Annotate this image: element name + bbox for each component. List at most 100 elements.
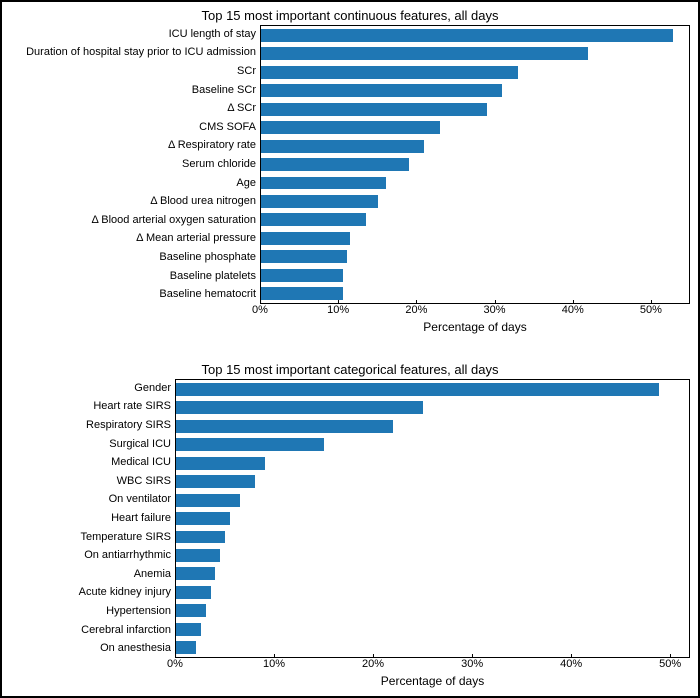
bar-slot (261, 44, 689, 62)
plot-row: GenderHeart rate SIRSRespiratory SIRSSur… (10, 379, 690, 658)
x-tick-label: 50% (640, 304, 662, 316)
x-tick: 30% (484, 304, 506, 316)
bar-slot (176, 509, 689, 527)
tick-mark (274, 654, 275, 658)
figure-container: Top 15 most important continuous feature… (0, 0, 700, 698)
x-tick: 0% (167, 658, 183, 670)
y-axis-labels: GenderHeart rate SIRSRespiratory SIRSSur… (10, 379, 175, 658)
tick-mark (495, 300, 496, 304)
x-tick-label: 0% (167, 658, 183, 670)
y-tick-label: Δ Mean arterial pressure (136, 233, 256, 244)
y-tick-label: Gender (134, 383, 171, 394)
y-tick-label: Age (236, 178, 256, 189)
bar (261, 158, 409, 171)
x-tick-label: 10% (263, 658, 285, 670)
y-tick-label: Baseline hematocrit (159, 289, 256, 300)
bar-slot (261, 63, 689, 81)
y-tick-label: Hypertension (106, 606, 171, 617)
x-ticks: 0%10%20%30%40%50% (260, 304, 690, 318)
x-tick: 50% (640, 304, 662, 316)
bar (176, 383, 659, 396)
bar-slot (261, 248, 689, 266)
bar (176, 549, 220, 562)
bar (176, 604, 206, 617)
x-tick-label: 10% (327, 304, 349, 316)
x-tick: 10% (327, 304, 349, 316)
y-tick-label: Medical ICU (111, 457, 171, 468)
y-tick-label: Heart rate SIRS (93, 401, 171, 412)
x-axis-row: 0%10%20%30%40%50% Percentage of days (10, 658, 690, 688)
x-tick: 30% (461, 658, 483, 670)
bar-slot (261, 285, 689, 303)
tick-mark (571, 654, 572, 658)
tick-mark (670, 654, 671, 658)
bar-slot (261, 192, 689, 210)
bar (261, 47, 588, 60)
y-tick-label: On antiarrhythmic (84, 550, 171, 561)
x-axis-row: 0%10%20%30%40%50% Percentage of days (10, 304, 690, 334)
bar (176, 641, 196, 654)
bar (261, 269, 343, 282)
x-tick: 40% (562, 304, 584, 316)
bar-slot (261, 137, 689, 155)
y-tick-label: Baseline SCr (192, 85, 256, 96)
x-tick: 10% (263, 658, 285, 670)
x-ticks: 0%10%20%30%40%50% (175, 658, 690, 672)
tick-mark (338, 300, 339, 304)
chart-categorical: Top 15 most important categorical featur… (10, 362, 690, 688)
chart-title: Top 15 most important categorical featur… (10, 362, 690, 377)
axis-spacer (10, 304, 260, 334)
x-tick: 20% (405, 304, 427, 316)
y-tick-label: ICU length of stay (169, 29, 256, 40)
bar (261, 287, 343, 300)
bar-slot (176, 380, 689, 398)
axis-right: 0%10%20%30%40%50% Percentage of days (260, 304, 690, 334)
y-tick-label: On ventilator (109, 494, 171, 505)
y-tick-label: Respiratory SIRS (86, 420, 171, 431)
bar-slot (261, 229, 689, 247)
y-tick-label: Serum chloride (182, 159, 256, 170)
y-tick-label: Δ Blood arterial oxygen saturation (91, 215, 256, 226)
bar (261, 121, 440, 134)
bar-slot (176, 435, 689, 453)
axis-right: 0%10%20%30%40%50% Percentage of days (175, 658, 690, 688)
axis-spacer (10, 658, 175, 688)
bar-slot (261, 211, 689, 229)
bar-slot (261, 155, 689, 173)
bar-slot (176, 565, 689, 583)
bar-slot (176, 491, 689, 509)
tick-mark (175, 654, 176, 658)
plot-row: ICU length of stay Duration of hospital s… (10, 25, 690, 304)
tick-mark (416, 300, 417, 304)
x-tick-label: 30% (461, 658, 483, 670)
y-tick-label: Acute kidney injury (79, 587, 171, 598)
y-tick-label: Duration of hospital stay prior to ICU a… (26, 47, 256, 58)
x-tick-label: 30% (484, 304, 506, 316)
y-tick-label: Baseline phosphate (159, 252, 256, 263)
bar (261, 232, 350, 245)
x-tick-label: 40% (562, 304, 584, 316)
bar (176, 457, 265, 470)
bar (176, 623, 201, 636)
y-tick-label: WBC SIRS (117, 476, 171, 487)
tick-mark (373, 654, 374, 658)
y-tick-label: Δ Respiratory rate (168, 140, 256, 151)
tick-mark (573, 300, 574, 304)
bars-container (176, 380, 689, 657)
x-tick-label: 50% (659, 658, 681, 670)
plot-area (260, 25, 690, 304)
y-tick-label: Heart failure (111, 513, 171, 524)
x-tick-label: 20% (362, 658, 384, 670)
bar (176, 586, 211, 599)
x-tick: 0% (252, 304, 268, 316)
bar-slot (176, 472, 689, 490)
bar-slot (176, 417, 689, 435)
tick-mark (472, 654, 473, 658)
bar (176, 494, 240, 507)
bar (176, 567, 215, 580)
y-tick-label: SCr (237, 66, 256, 77)
y-tick-label: Anemia (134, 569, 171, 580)
y-tick-label: CMS SOFA (199, 122, 256, 133)
bar-slot (261, 100, 689, 118)
chart-continuous: Top 15 most important continuous feature… (10, 8, 690, 334)
